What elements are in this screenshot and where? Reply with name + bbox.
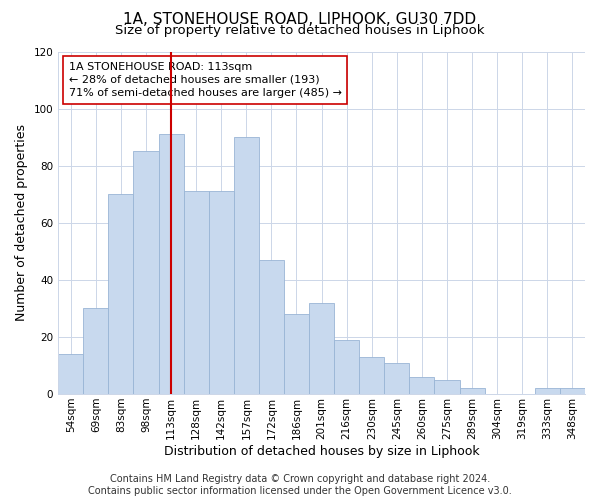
Bar — [184, 192, 209, 394]
Text: Size of property relative to detached houses in Liphook: Size of property relative to detached ho… — [115, 24, 485, 37]
Text: 1A, STONEHOUSE ROAD, LIPHOOK, GU30 7DD: 1A, STONEHOUSE ROAD, LIPHOOK, GU30 7DD — [124, 12, 476, 28]
Bar — [309, 302, 334, 394]
X-axis label: Distribution of detached houses by size in Liphook: Distribution of detached houses by size … — [164, 444, 479, 458]
Text: 1A STONEHOUSE ROAD: 113sqm
← 28% of detached houses are smaller (193)
71% of sem: 1A STONEHOUSE ROAD: 113sqm ← 28% of deta… — [69, 62, 342, 98]
Bar — [234, 137, 259, 394]
Bar — [560, 388, 585, 394]
Bar — [284, 314, 309, 394]
Text: Contains HM Land Registry data © Crown copyright and database right 2024.
Contai: Contains HM Land Registry data © Crown c… — [88, 474, 512, 496]
Bar — [158, 134, 184, 394]
Bar — [109, 194, 133, 394]
Bar — [259, 260, 284, 394]
Bar — [209, 192, 234, 394]
Bar — [434, 380, 460, 394]
Bar — [58, 354, 83, 394]
Bar — [133, 152, 158, 394]
Bar — [460, 388, 485, 394]
Bar — [334, 340, 359, 394]
Bar — [409, 377, 434, 394]
Bar — [83, 308, 109, 394]
Y-axis label: Number of detached properties: Number of detached properties — [15, 124, 28, 322]
Bar — [535, 388, 560, 394]
Bar — [359, 357, 385, 394]
Bar — [385, 362, 409, 394]
